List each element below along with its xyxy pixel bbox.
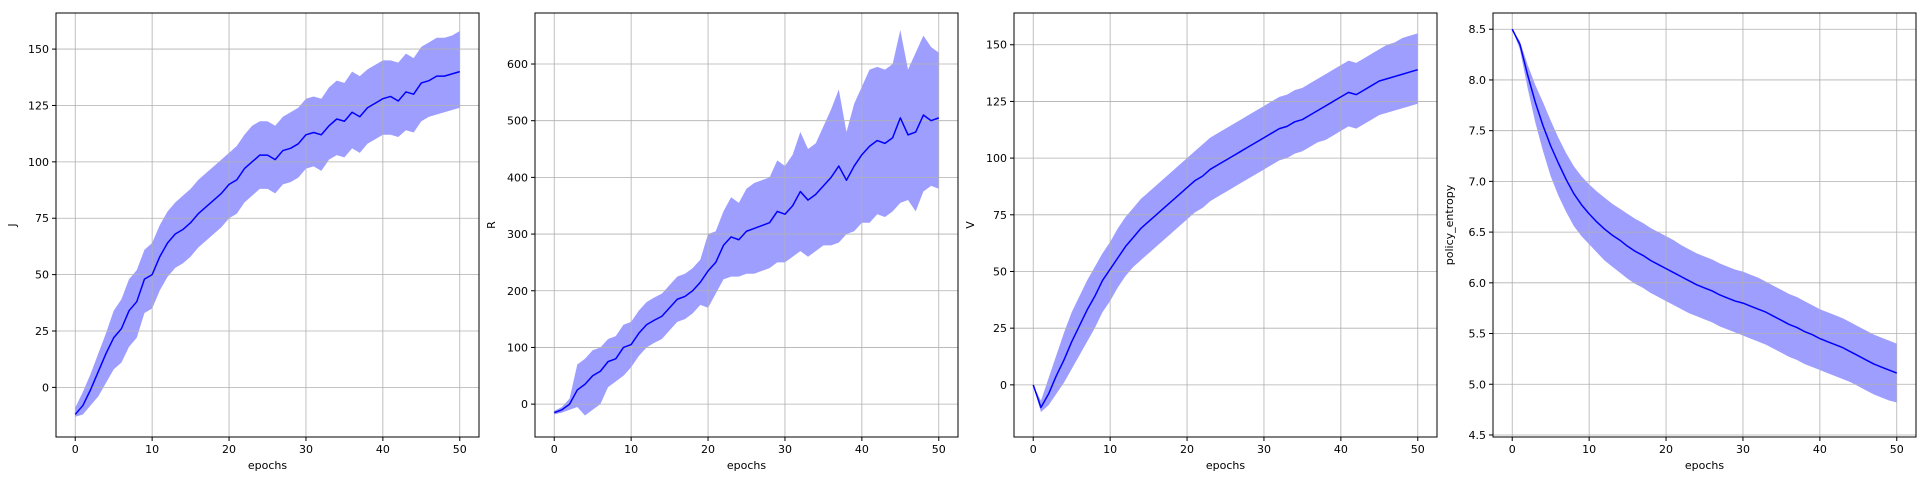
y-tick-label: 125 [28,99,49,112]
y-tick-label: 4.5 [1469,429,1487,442]
y-tick-label: 100 [28,156,49,169]
confidence-band [75,31,460,417]
y-tick-label: 25 [993,322,1007,335]
y-tick-label: 100 [986,152,1007,165]
y-tick-label: 300 [507,228,528,241]
y-tick-label: 7.0 [1469,175,1487,188]
x-tick-label: 20 [1180,443,1194,456]
y-axis-label: J [6,223,19,227]
y-tick-label: 5.5 [1469,328,1487,341]
x-axis-label: epochs [727,459,766,472]
x-axis-label: epochs [1685,459,1724,472]
axes-frame [1013,12,1438,438]
mean-line [1511,28,1898,374]
mean-line [553,114,940,414]
y-tick-label: 75 [993,209,1007,222]
x-tick-label: 40 [1334,443,1348,456]
y-tick-label: 0 [521,398,528,411]
y-tick-label: 8.0 [1469,74,1487,87]
y-tick-label: 400 [507,171,528,184]
confidence-band [554,30,939,416]
x-tick-label: 20 [1659,443,1673,456]
y-tick-label: 500 [507,115,528,128]
y-tick-label: 0 [42,381,49,394]
y-axis-label: policy_entropy [1443,184,1456,265]
x-tick-label: 30 [299,443,313,456]
y-tick-label: 200 [507,285,528,298]
confidence-band [1512,29,1897,403]
y-tick-label: 5.0 [1469,378,1487,391]
x-tick-label: 50 [932,443,946,456]
y-tick-label: 100 [507,341,528,354]
x-tick-label: 30 [1257,443,1271,456]
y-tick-label: 7.5 [1469,125,1487,138]
confidence-band [1033,33,1418,413]
x-tick-label: 10 [145,443,159,456]
x-axis-label: epochs [248,459,287,472]
subplot-3: 0 10 20 30 40 50 0 25 50 75 100 125 150 epochs V [964,12,1438,472]
mean-line [1032,68,1418,409]
axes-frame [1492,12,1917,438]
x-tick-label: 50 [453,443,467,456]
x-tick-label: 40 [1813,443,1827,456]
x-tick-label: 10 [1103,443,1117,456]
axes-frame [534,12,959,438]
x-tick-label: 50 [1411,443,1425,456]
x-tick-label: 30 [778,443,792,456]
x-tick-label: 20 [222,443,236,456]
y-tick-label: 600 [507,58,528,71]
x-tick-label: 10 [624,443,638,456]
axes-frame [55,12,480,438]
x-tick-label: 10 [1582,443,1596,456]
y-axis-label: V [964,221,977,229]
y-tick-label: 6.5 [1469,226,1487,239]
x-axis-label: epochs [1206,459,1245,472]
y-tick-label: 75 [35,212,49,225]
y-tick-label: 6.0 [1469,277,1487,290]
x-tick-label: 40 [376,443,390,456]
y-tick-label: 150 [28,43,49,56]
subplot-4: 0 10 20 30 40 50 4.5 5.0 5.5 6.0 6.5 7.0 7.5 8.0 8.5 ep… [1443,12,1917,472]
y-tick-label: 8.5 [1469,23,1487,36]
mean-line [74,70,460,415]
y-tick-label: 0 [1000,379,1007,392]
x-tick-label: 0 [72,443,79,456]
subplot-1: 0 10 20 30 40 50 0 25 50 75 100 125 150 epochs J [6,12,480,472]
y-tick-label: 50 [35,269,49,282]
y-tick-label: 50 [993,265,1007,278]
x-tick-label: 0 [1509,443,1516,456]
x-tick-label: 40 [855,443,869,456]
y-axis-label: R [485,221,498,229]
y-tick-label: 125 [986,95,1007,108]
x-tick-label: 20 [701,443,715,456]
x-tick-label: 50 [1890,443,1904,456]
y-tick-label: 25 [35,325,49,338]
x-tick-label: 30 [1736,443,1750,456]
y-tick-label: 150 [986,39,1007,52]
x-tick-label: 0 [551,443,558,456]
x-tick-label: 0 [1030,443,1037,456]
